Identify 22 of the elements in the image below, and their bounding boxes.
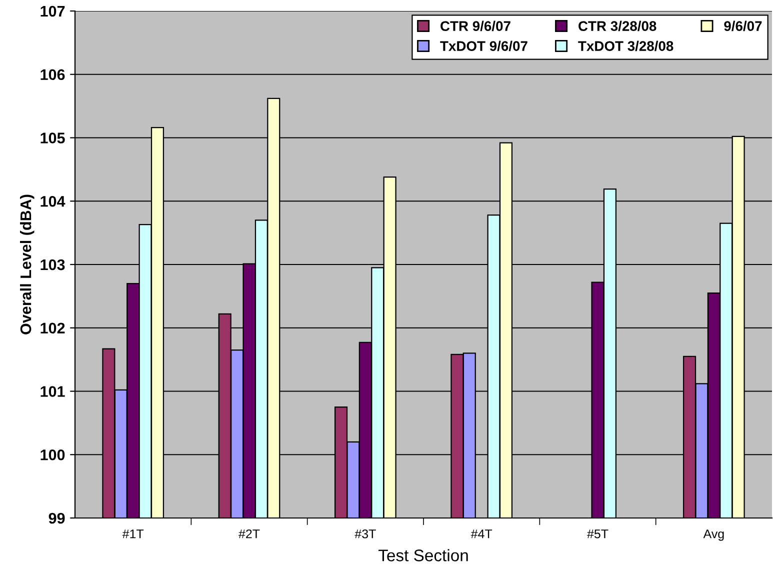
x-tick-label: #3T xyxy=(354,529,376,538)
legend-label: CTR 3/28/08 xyxy=(578,20,656,32)
y-axis-title: Overall Level (dBA) xyxy=(20,194,34,334)
y-tick-label: 101 xyxy=(40,386,65,397)
y-tick-label: 105 xyxy=(40,132,65,144)
y-tick-label: 106 xyxy=(40,69,65,80)
y-tick-label: 102 xyxy=(40,322,65,334)
x-tick-label: Avg xyxy=(703,530,724,541)
legend-label: TxDOT 9/6/07 xyxy=(440,40,528,52)
x-tick-label: #2T xyxy=(238,529,260,538)
x-axis-title: Test Section xyxy=(378,549,468,562)
legend-label: TxDOT 3/28/08 xyxy=(578,40,674,52)
y-tick-label: 100 xyxy=(40,449,65,460)
x-tick-label: #5T xyxy=(587,530,608,538)
legend-label: CTR 9/6/07 xyxy=(440,20,510,32)
legend-label: 9/6/07 xyxy=(724,20,762,32)
x-tick-label: #4T xyxy=(470,530,492,538)
y-tick-label: 99 xyxy=(48,512,65,524)
y-tick-label: 107 xyxy=(40,6,65,17)
y-tick-label: 104 xyxy=(40,196,66,207)
x-tick-label: #1T xyxy=(122,530,144,538)
y-tick-label: 103 xyxy=(40,259,65,270)
